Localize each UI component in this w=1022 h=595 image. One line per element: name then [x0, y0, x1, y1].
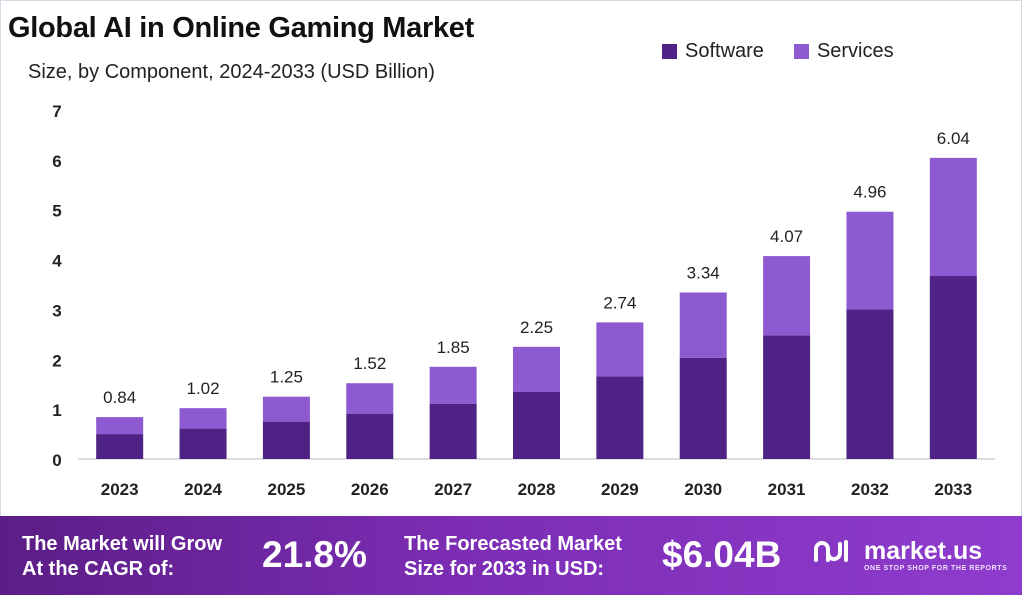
y-tick-label: 4 [52, 252, 62, 271]
data-label-2024: 1.02 [186, 379, 219, 398]
brand-name: market.us [864, 536, 983, 565]
bar-software-2033 [929, 276, 977, 459]
bar-software-2032 [846, 309, 894, 459]
cagr-label-line2: At the CAGR of: [22, 558, 175, 580]
cagr-value: 21.8% [262, 534, 367, 575]
legend-item-services: Services [793, 39, 894, 63]
bar-software-2024 [179, 428, 227, 459]
y-tick-label: 2 [52, 351, 61, 370]
chart-subtitle: Size, by Component, 2024-2033 (USD Billi… [28, 61, 435, 83]
brand-logo: market.us [812, 536, 982, 566]
data-label-2028: 2.25 [520, 318, 553, 337]
y-tick-label: 0 [52, 451, 61, 470]
y-tick-label: 5 [52, 202, 61, 221]
x-tick-label-2024: 2024 [184, 480, 222, 499]
chart-title: Global AI in Online Gaming Market [8, 12, 474, 44]
y-tick-label: 1 [52, 401, 61, 420]
data-label-2023: 0.84 [103, 388, 136, 407]
data-label-2032: 4.96 [853, 183, 886, 202]
forecast-label-line1: The Forecasted Market [404, 533, 622, 555]
legend-item-software: Software [662, 40, 764, 63]
y-tick-label: 3 [52, 301, 61, 320]
bar-software-2023 [96, 434, 144, 459]
x-tick-label-2030: 2030 [684, 480, 722, 499]
x-tick-label-2025: 2025 [267, 480, 305, 499]
forecast-label-line2: Size for 2033 in USD: [404, 558, 605, 580]
bar-services-2028 [513, 346, 560, 392]
bar-software-2030 [679, 357, 727, 459]
bar-services-2026 [346, 383, 394, 414]
bar-software-2028 [513, 391, 560, 459]
data-label-2030: 3.34 [687, 263, 720, 282]
bar-software-2026 [346, 413, 394, 459]
legend-swatch-services [793, 43, 809, 59]
x-tick-label-2027: 2027 [434, 480, 472, 499]
legend-swatch-software [662, 43, 677, 59]
bar-services-2030 [679, 292, 727, 358]
bar-software-2031 [763, 335, 811, 459]
brand-tagline: ONE STOP SHOP FOR THE REPORTS [864, 565, 1008, 572]
x-tick-label-2029: 2029 [601, 480, 639, 499]
x-tick-label-2032: 2032 [851, 480, 889, 499]
legend-label-software: Software [685, 39, 764, 62]
x-tick-label-2026: 2026 [351, 480, 389, 499]
bar-services-2031 [763, 256, 811, 336]
bar-software-2027 [429, 403, 477, 459]
x-tick-label-2023: 2023 [101, 480, 139, 499]
bar-chart: 0 1 2 3 4 5 6 7 0.84 2023 1.02 2024 1.25 2025 1.52 2026… [52, 102, 995, 499]
data-label-2026: 1.52 [353, 354, 386, 373]
data-label-2025: 1.25 [270, 368, 303, 387]
bar-software-2029 [596, 376, 644, 459]
bar-services-2033 [929, 157, 977, 277]
legend-label-services: Services [816, 39, 894, 62]
x-tick-label-2031: 2031 [768, 480, 806, 499]
forecast-label: The Forecasted Market Size for 2033 in U… [404, 532, 664, 582]
data-label-2033: 6.04 [937, 129, 970, 148]
y-tick-label: 7 [52, 102, 61, 121]
cagr-label: The Market will Grow At the CAGR of: [22, 532, 282, 582]
y-tick-label: 6 [52, 152, 61, 171]
data-label-2027: 1.85 [437, 338, 470, 357]
bar-services-2025 [262, 396, 310, 422]
x-tick-label-2033: 2033 [934, 480, 972, 499]
cagr-label-line1: The Market will Grow [22, 533, 223, 555]
bar-services-2027 [429, 366, 477, 404]
bar-software-2025 [262, 421, 310, 459]
data-label-2029: 2.74 [603, 293, 636, 312]
bar-services-2023 [96, 417, 144, 435]
footer-banner: The Market will Grow At the CAGR of: 21.… [0, 516, 1022, 595]
bar-services-2024 [179, 408, 227, 429]
bar-services-2029 [596, 322, 644, 377]
x-tick-label-2028: 2028 [518, 480, 556, 499]
forecast-value: $6.04B [662, 534, 782, 575]
data-label-2031: 4.07 [770, 227, 803, 246]
legend: Software Services [662, 38, 894, 64]
market-us-logo-icon [814, 540, 848, 562]
bar-services-2032 [846, 211, 894, 310]
